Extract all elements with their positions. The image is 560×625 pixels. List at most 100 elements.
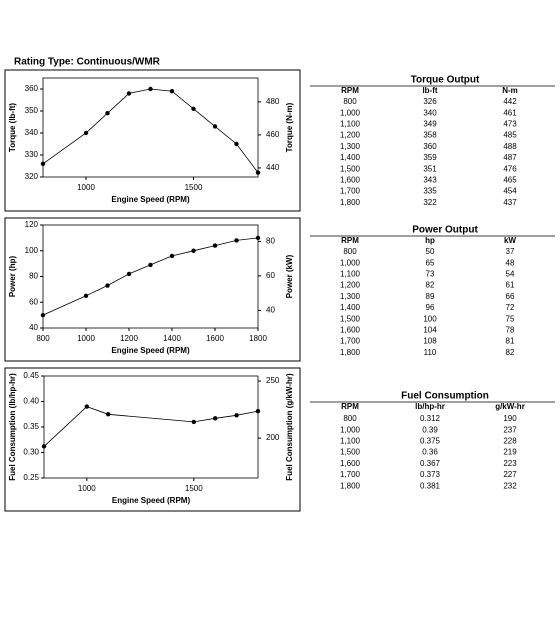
table-cell: 104: [423, 326, 437, 335]
table-cell: 54: [506, 270, 515, 279]
y-tick-label: 0.40: [23, 397, 39, 406]
data-point: [255, 170, 261, 175]
table-header: g/kW-hr: [495, 402, 525, 411]
table-header: RPM: [341, 402, 359, 411]
y-tick-label: 40: [29, 323, 38, 332]
table-cell: 0.381: [420, 481, 441, 490]
chart-frame: [4, 367, 301, 512]
table-cell: 322: [423, 198, 437, 207]
table-cell: 1,500: [340, 314, 361, 323]
y2-tick-label: 480: [266, 97, 280, 106]
data-point: [40, 161, 46, 166]
table-header: kW: [504, 236, 516, 245]
data-point: [106, 412, 111, 417]
table-cell: 72: [506, 303, 515, 312]
x-tick-label: 800: [36, 334, 50, 343]
table-cell: 359: [423, 153, 437, 162]
data-point: [148, 86, 153, 92]
table-cell: 78: [506, 326, 515, 335]
y-tick-label: 100: [25, 246, 39, 255]
table-cell: 110: [424, 348, 437, 357]
table-header: lb/hp-hr: [415, 402, 445, 411]
table-cell: 100: [423, 314, 437, 323]
table-cell: 461: [503, 108, 517, 117]
table-cell: 340: [423, 108, 437, 117]
table-header: RPM: [341, 236, 359, 245]
data-point: [169, 253, 175, 259]
table-cell: 228: [503, 437, 517, 446]
table-cell: 1,700: [340, 337, 361, 346]
table-cell: 0.367: [420, 459, 441, 468]
y-axis-label: Torque (lb-ft): [8, 103, 17, 153]
table-cell: 48: [506, 258, 515, 267]
x-tick-label: 1400: [163, 334, 181, 343]
y2-tick-label: 80: [266, 236, 275, 245]
data-point: [212, 124, 218, 129]
y-tick-label: 350: [25, 106, 39, 115]
table-cell: 800: [343, 414, 357, 423]
data-point: [83, 293, 89, 299]
data-point: [191, 419, 196, 425]
y2-tick-label: 440: [266, 163, 280, 172]
table-cell: 227: [503, 470, 517, 479]
y-tick-label: 0.45: [23, 371, 39, 380]
table-cell: 1,100: [340, 437, 361, 446]
y2-tick-label: 60: [266, 271, 275, 280]
table-cell: 442: [503, 97, 517, 106]
table-cell: 351: [423, 164, 437, 173]
x-tick-label: 1500: [185, 484, 203, 493]
table-cell: 1,300: [340, 292, 361, 301]
data-point: [148, 262, 153, 268]
table-cell: 326: [423, 97, 437, 106]
table-cell: 0.36: [422, 448, 438, 457]
page-title: Rating Type: Continuous/WMR: [14, 57, 161, 68]
table-cell: 50: [426, 247, 435, 256]
table-cell: 1,100: [340, 270, 361, 279]
data-point: [234, 238, 239, 243]
table-header: hp: [425, 236, 435, 245]
data-point: [83, 130, 89, 136]
x-axis-label: Engine Speed (RPM): [112, 496, 191, 505]
series-line: [42, 237, 259, 316]
x-axis-label: Engine Speed (RPM): [111, 346, 190, 355]
table-cell: 437: [503, 198, 517, 207]
table-cell: 1,500: [340, 448, 361, 457]
y2-tick-label: 460: [266, 130, 280, 139]
table-cell: 465: [503, 176, 517, 185]
table-cell: 473: [503, 120, 517, 129]
table-title: Torque Output: [411, 75, 480, 86]
table-cell: 1,300: [340, 142, 361, 151]
y-tick-label: 0.30: [23, 448, 39, 457]
table-cell: 237: [503, 425, 517, 434]
table-cell: 73: [426, 270, 435, 279]
table-title: Fuel Consumption: [401, 391, 489, 402]
x-axis-label: Engine Speed (RPM): [111, 195, 190, 204]
table-cell: 1,800: [340, 348, 361, 357]
y-tick-label: 330: [25, 150, 39, 159]
y-tick-label: 60: [29, 297, 38, 306]
table-cell: 476: [503, 164, 517, 173]
x-tick-label: 1000: [78, 484, 96, 493]
table-cell: 800: [343, 97, 357, 106]
series-line: [42, 88, 259, 173]
table-cell: 1,000: [340, 425, 361, 434]
y-axis-label: Power (hp): [8, 256, 17, 298]
table-cell: 82: [426, 281, 435, 290]
data-point: [255, 408, 261, 414]
y-tick-label: 80: [29, 272, 38, 281]
table-cell: 1,200: [340, 131, 361, 140]
table-cell: 1,500: [340, 164, 361, 173]
y2-tick-label: 40: [266, 306, 275, 315]
table-cell: 487: [503, 153, 517, 162]
table-cell: 0.39: [422, 425, 438, 434]
table-cell: 65: [426, 258, 435, 267]
table-cell: 0.375: [420, 437, 441, 446]
table-cell: 335: [423, 187, 437, 196]
table-cell: 349: [423, 120, 437, 129]
x-tick-label: 1200: [120, 334, 138, 343]
table-cell: 1,700: [340, 187, 361, 196]
data-point: [105, 111, 110, 116]
data-point: [40, 312, 46, 318]
table-cell: 1,800: [340, 198, 361, 207]
table-cell: 485: [503, 131, 517, 140]
